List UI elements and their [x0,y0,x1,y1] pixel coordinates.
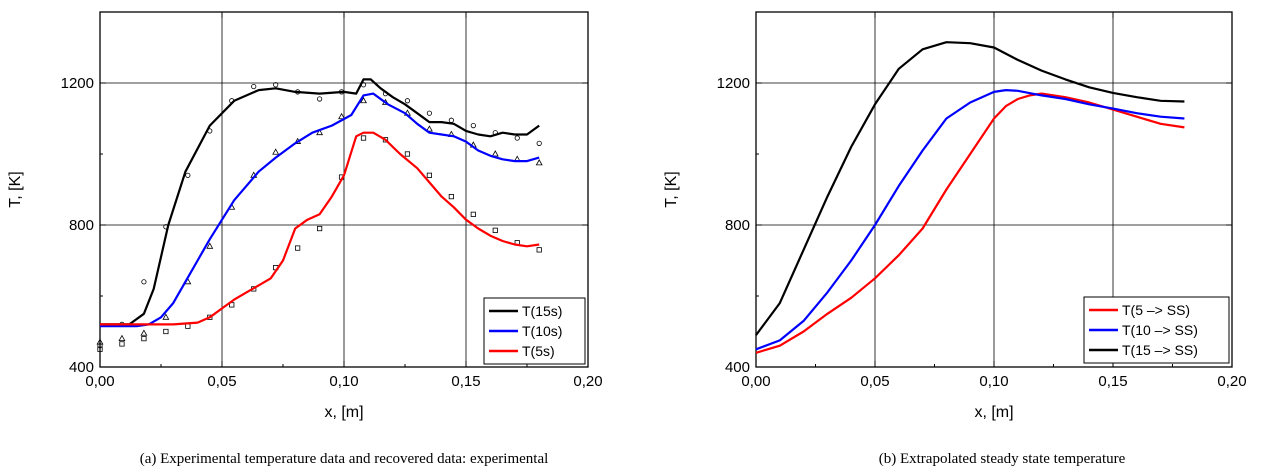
data-point-square [295,245,301,251]
data-point-circle [470,123,476,129]
data-point-square [426,172,433,178]
data-point-triangle [96,338,104,345]
y-tick-label: 800 [725,217,750,234]
series-line-2 [100,131,540,326]
data-point-square [382,137,389,143]
y-axis-label: T, [K] [7,171,24,207]
data-point-circle [273,82,279,88]
series-line-0 [100,78,540,326]
y-tick-label: 1200 [717,75,750,92]
data-point-triangle [162,313,170,320]
chart-panel-1: 0,00 0,05 0,10 0,15 0,20 400 800 1200 x, [m] T, [… [663,11,1247,467]
chart-panel-0: 0,00 0,05 0,10 0,15 0,20 400 800 1200 x, [m] T, [… [7,11,603,467]
x-axis-label: x, [m] [974,404,1013,421]
x-axis-label: x, [m] [324,404,363,421]
x-tick-label: 0,00 [85,373,114,390]
data-point-square [536,247,542,253]
figure-caption: (b) Extrapolated steady state temperatur… [879,451,1126,467]
data-point-triangle [272,148,280,155]
data-point-triangle [316,128,324,136]
figure-caption: (a) Experimental temperature data and re… [140,451,549,467]
data-point-square [141,335,147,342]
x-tick-label: 0,10 [329,373,358,390]
legend-label: T(10 –> SS) [1122,322,1198,338]
data-point-circle [251,83,257,90]
data-point-circle [514,135,520,141]
data-point-square [316,225,323,232]
legend-label: T(5s) [522,343,555,359]
data-point-square [163,328,169,335]
data-point-square [360,135,367,141]
x-tick-label: 0,05 [860,373,889,390]
data-point-triangle [338,112,346,120]
data-point-triangle [206,242,214,249]
series-line-2 [755,41,1185,336]
data-point-square [492,227,498,233]
data-point-circle [426,110,432,116]
data-point-square [404,151,411,157]
data-point-circle [97,343,103,349]
series-line-1 [100,92,540,328]
x-tick-label: 0,05 [207,373,236,390]
y-tick-label: 400 [725,359,750,376]
y-tick-label: 800 [69,217,94,234]
x-tick-label: 0,00 [741,373,770,390]
data-point-circle [316,96,323,102]
x-tick-label: 0,20 [1217,373,1246,390]
x-tick-label: 0,20 [573,373,602,390]
x-tick-label: 0,15 [451,373,480,390]
data-point-square [185,323,191,329]
data-point-triangle [140,329,148,336]
data-point-square [448,193,454,200]
legend-label: T(15s) [522,303,562,319]
data-point-square [470,211,476,217]
legend-label: T(5 –> SS) [1122,302,1190,318]
y-tick-label: 400 [69,359,94,376]
x-tick-label: 0,10 [979,373,1008,390]
data-point-square [119,341,125,347]
series-line-1 [755,89,1185,351]
data-point-triangle [491,150,499,157]
x-tick-label: 0,15 [1098,373,1127,390]
data-point-triangle [118,334,126,342]
data-point-circle [185,172,191,178]
legend-label: T(10s) [522,323,562,339]
data-point-triangle [360,96,368,104]
data-point-circle [404,98,411,104]
data-point-triangle [535,159,543,166]
y-axis-label: T, [K] [663,171,680,207]
data-point-circle [141,279,147,285]
data-point-triangle [425,125,433,132]
data-point-circle [536,140,542,146]
data-point-square [97,346,103,352]
y-tick-label: 1200 [61,75,94,92]
legend-label: T(15 –> SS) [1122,342,1198,358]
data-point-circle [448,117,454,123]
